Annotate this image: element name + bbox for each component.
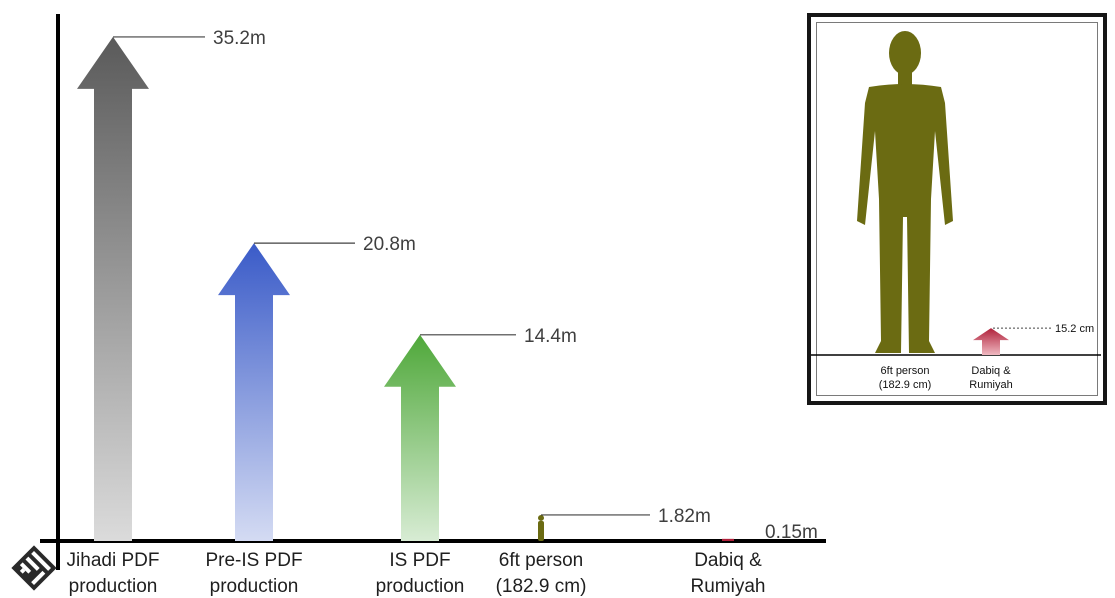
value-label-pre-is-pdf-production: 20.8m	[363, 234, 416, 255]
logo-icon	[11, 545, 57, 591]
category-label-is-pdf-production: IS PDF production	[376, 550, 465, 597]
bar-is-pdf-production	[384, 334, 456, 541]
category-label-pre-is-pdf-production: Pre-IS PDF production	[205, 550, 302, 597]
bar-dabiq-rumiyah	[722, 538, 734, 541]
value-label-dabiq-rumiyah: 0.15m	[765, 522, 818, 543]
value-label-6ft-person-182-9-cm: 1.82m	[658, 506, 711, 527]
category-label-dabiq-rumiyah: Dabiq & Rumiyah	[691, 550, 766, 597]
bar-pre-is-pdf-production	[218, 243, 290, 542]
category-label-6ft-person-182-9-cm: 6ft person (182.9 cm)	[496, 550, 587, 597]
inset-bar-6ft-person	[857, 31, 953, 353]
inset-category-label-6ft-person-182-9-cm: 6ft person (182.9 cm)	[879, 365, 932, 391]
category-label-jihadi-pdf-production: Jihadi PDF production	[67, 550, 160, 597]
inset-comparison-panel: 15.2 cm 6ft person (182.9 cm) Dabiq & Rumiya…	[807, 13, 1107, 405]
bar-jihadi-pdf-production	[77, 36, 149, 541]
inset-chart: 15.2 cm 6ft person (182.9 cm) Dabiq & Rumiya…	[811, 31, 1101, 391]
bar-6ft-person-182-9-cm	[538, 514, 544, 541]
inset-category-label-dabiq-rumiyah: Dabiq & Rumiyah	[969, 365, 1012, 391]
inset-bar-dabiq-rumiyah	[973, 328, 1009, 355]
value-label-jihadi-pdf-production: 35.2m	[213, 28, 266, 49]
value-label-is-pdf-production: 14.4m	[524, 326, 577, 347]
inset-inner-frame	[816, 22, 1098, 396]
inset-value-label-dabiq-rumiyah: 15.2 cm	[1055, 323, 1094, 335]
